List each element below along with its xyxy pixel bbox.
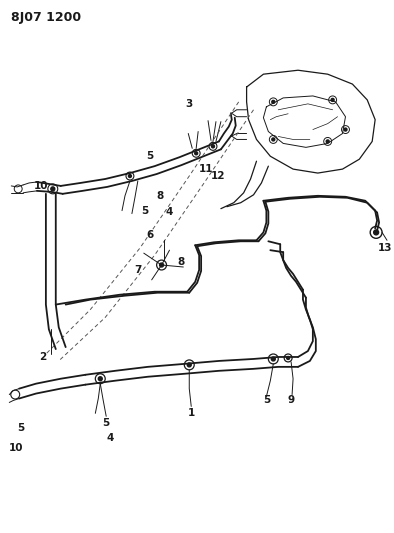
Circle shape	[331, 99, 334, 101]
Text: 5: 5	[141, 206, 149, 216]
Circle shape	[160, 263, 164, 267]
Circle shape	[272, 100, 275, 103]
Text: 1: 1	[188, 408, 195, 418]
Text: 10: 10	[9, 443, 24, 453]
Text: 6: 6	[146, 230, 153, 240]
Text: 11: 11	[199, 164, 213, 174]
Text: 8: 8	[178, 257, 185, 267]
Text: 4: 4	[166, 207, 173, 216]
Text: 5: 5	[18, 423, 25, 433]
Circle shape	[51, 187, 55, 191]
Text: 4: 4	[106, 433, 114, 443]
Text: 9: 9	[288, 395, 295, 406]
Text: 5: 5	[102, 418, 110, 428]
Circle shape	[272, 138, 275, 141]
Text: 3: 3	[186, 99, 193, 109]
Text: 8: 8	[156, 191, 163, 201]
Text: 5: 5	[263, 395, 270, 406]
Circle shape	[187, 363, 191, 367]
Circle shape	[98, 377, 102, 381]
Text: 8J07 1200: 8J07 1200	[11, 11, 82, 24]
Text: 13: 13	[378, 243, 392, 253]
Circle shape	[374, 230, 379, 235]
Circle shape	[271, 357, 275, 361]
Circle shape	[212, 145, 214, 148]
Circle shape	[287, 357, 290, 359]
Circle shape	[326, 140, 329, 143]
Text: 2: 2	[39, 352, 46, 362]
Circle shape	[195, 152, 198, 155]
Text: 10: 10	[34, 181, 48, 191]
Circle shape	[128, 174, 132, 177]
Text: 7: 7	[134, 265, 141, 275]
Text: 12: 12	[211, 171, 225, 181]
Text: 5: 5	[146, 151, 153, 161]
Circle shape	[344, 128, 347, 131]
